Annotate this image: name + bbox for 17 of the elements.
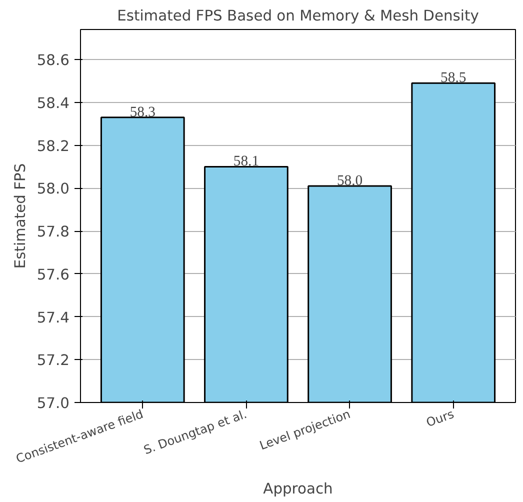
y-tick-label: 58.4 bbox=[36, 94, 70, 112]
chart-title: Estimated FPS Based on Memory & Mesh Density bbox=[117, 8, 480, 24]
y-tick-label: 57.6 bbox=[36, 266, 70, 284]
y-axis-title: Estimated FPS bbox=[12, 163, 29, 269]
data-label: 58.0 bbox=[336, 172, 363, 189]
y-tick-label: 58.2 bbox=[36, 138, 70, 155]
x-axis-title: Approach bbox=[263, 480, 333, 498]
y-tick-label: 57.8 bbox=[36, 224, 70, 241]
data-label: 58.1 bbox=[233, 154, 260, 170]
data-label: 58.3 bbox=[130, 104, 156, 120]
y-tick-label: 57.0 bbox=[36, 395, 70, 412]
y-tick-label: 57.2 bbox=[36, 352, 70, 370]
x-tick-label: Ours bbox=[424, 406, 456, 430]
y-tick-label: 58.0 bbox=[36, 180, 70, 198]
y-tick-label: 58.6 bbox=[36, 52, 70, 70]
data-label: 58.5 bbox=[440, 70, 466, 86]
y-tick-label: 57.4 bbox=[36, 309, 70, 326]
